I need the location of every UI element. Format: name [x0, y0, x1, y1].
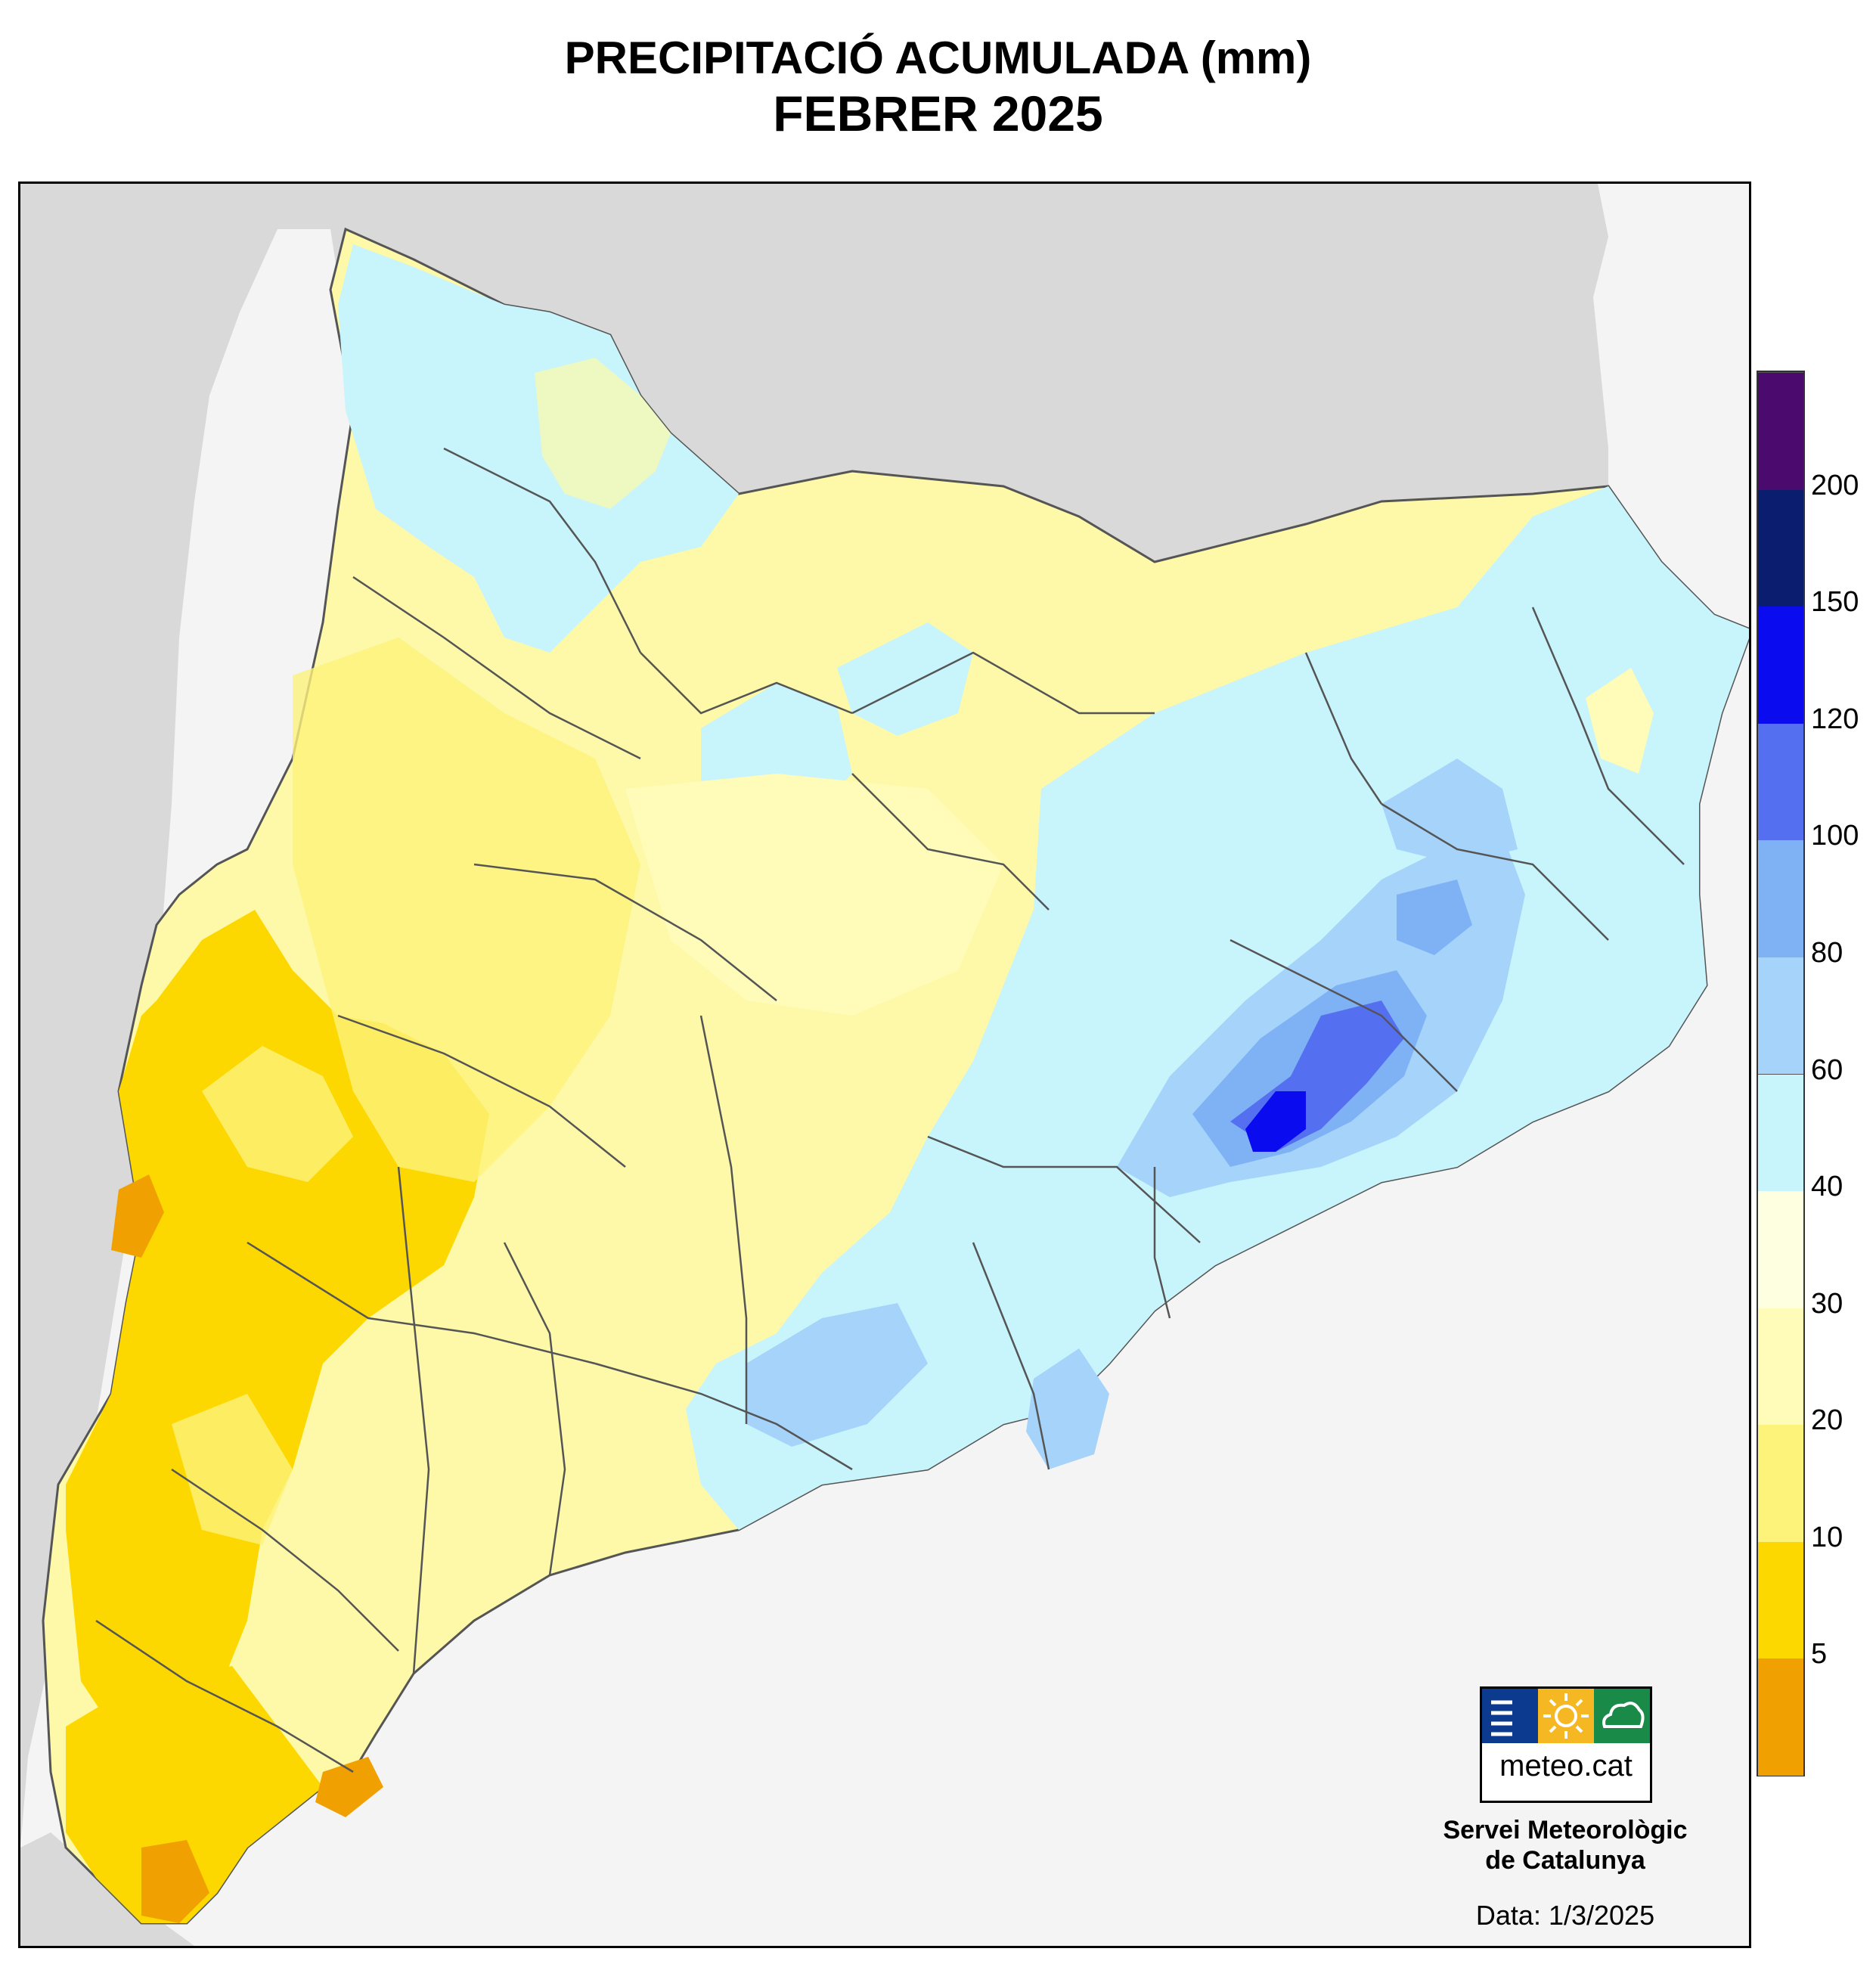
legend-swatch — [1758, 489, 1803, 607]
logo-text: meteo.cat — [1499, 1749, 1633, 1782]
map-title: PRECIPITACIÓ ACUMULADA (mm) — [564, 33, 1312, 83]
legend-swatch — [1758, 1073, 1803, 1192]
credit-line-1: Servei Meteorològic — [1443, 1816, 1688, 1845]
meteocat-logo: meteo.cat — [1480, 1686, 1652, 1803]
legend-swatch — [1758, 1307, 1803, 1426]
zone-south-60-80-b — [1026, 1348, 1109, 1469]
credit: Servei Meteorològic de Catalunya — [1391, 1815, 1739, 1876]
zone-pyrenees-40-60 — [338, 244, 739, 653]
zone-delta-lt5 — [315, 1757, 383, 1817]
logo-cloud-icon — [1594, 1689, 1650, 1743]
legend-tick-label: 30 — [1811, 1287, 1843, 1320]
legend-swatch — [1758, 1190, 1803, 1308]
legend-tick-label: 200 — [1811, 469, 1859, 501]
legend-tick-label: 5 — [1811, 1638, 1828, 1671]
zone-east-80-100-b — [1397, 880, 1472, 955]
zone-south-lt5 — [141, 1840, 209, 1923]
legend-tick-label: 60 — [1811, 1053, 1843, 1086]
legend-swatch — [1758, 372, 1803, 490]
legend-swatch — [1758, 1658, 1803, 1776]
zone-west-small-lt5 — [111, 1174, 164, 1258]
map-date: Data: 1/3/2025 — [1475, 1900, 1655, 1931]
zone-costa-brava-30-40 — [1586, 668, 1654, 774]
legend-tick-label: 80 — [1811, 936, 1843, 969]
zone-northeast-60-80 — [1381, 759, 1518, 864]
zone-middle-10-20 — [293, 638, 640, 1182]
legend-tick-label: 40 — [1811, 1171, 1843, 1203]
map-canvas — [20, 184, 1749, 1946]
logo-sun-icon — [1538, 1689, 1594, 1743]
comarca-borders — [95, 447, 1685, 1773]
zone-south-60-80-a — [746, 1303, 928, 1447]
precipitation-map — [18, 182, 1751, 1948]
zone-pyrenees-core-20-30 — [535, 358, 671, 509]
credit-line-2: de Catalunya — [1485, 1846, 1645, 1875]
legend-tick-label: 120 — [1811, 703, 1859, 735]
color-legend — [1757, 371, 1805, 1776]
zone-west-10-20 — [202, 1046, 353, 1182]
legend-tick-label: 150 — [1811, 586, 1859, 619]
land-outside-catalonia — [20, 184, 1608, 1848]
zone-east-120-150 — [1245, 1091, 1306, 1152]
logo-lines-icon — [1482, 1689, 1538, 1743]
legend-swatch — [1758, 1424, 1803, 1542]
zone-east-40-60 — [686, 486, 1749, 1530]
legend-tick-label: 10 — [1811, 1521, 1843, 1553]
zone-south-5-10 — [66, 1666, 323, 1923]
legend-tick-label: 20 — [1811, 1404, 1843, 1437]
zone-south-10-20 — [172, 1394, 293, 1545]
legend-swatch — [1758, 956, 1803, 1075]
legend-swatch — [1758, 839, 1803, 957]
legend-swatch — [1758, 606, 1803, 724]
legend-swatch — [1758, 1540, 1803, 1659]
legend-tick-label: 100 — [1811, 820, 1859, 852]
map-subtitle: FEBRER 2025 — [773, 85, 1103, 141]
zone-north-central-40-60 — [837, 622, 973, 736]
legend-swatch — [1758, 722, 1803, 841]
